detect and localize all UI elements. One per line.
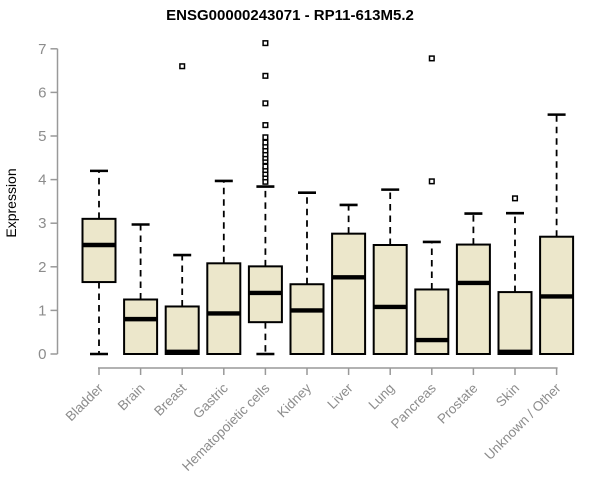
box-skin: [497, 291, 533, 356]
x-tick-label-prostate: Prostate: [434, 381, 480, 427]
x-tick-label-breast: Breast: [151, 380, 189, 418]
y-tick-label-5: 5: [38, 128, 46, 145]
outlier-marker-breast-0: [179, 63, 186, 70]
x-tick-label-gastric: Gastric: [190, 380, 231, 421]
x-tick-label-skin: Skin: [493, 381, 522, 410]
outlier-marker-pancreas-1: [428, 55, 435, 62]
outlier-marker-hematopoietic-cells-11: [262, 134, 269, 141]
outlier-marker-hematopoietic-cells-13: [262, 100, 269, 107]
y-tick-label-1: 1: [38, 302, 46, 319]
box-prostate: [455, 243, 491, 355]
y-tick-label-0: 0: [38, 346, 46, 363]
box-pancreas: [414, 288, 450, 355]
box-lung: [372, 244, 408, 355]
x-tick-label-pancreas: Pancreas: [388, 380, 439, 431]
outlier-marker-hematopoietic-cells-10: [262, 139, 269, 146]
outlier-marker-skin-0: [511, 195, 519, 202]
x-tick-label-liver: Liver: [324, 380, 356, 412]
box-brain: [123, 298, 159, 355]
x-tick-label-bladder: Bladder: [63, 380, 107, 424]
outlier-marker-hematopoietic-cells-4: [262, 163, 269, 170]
box-bladder: [81, 217, 117, 284]
x-tick-label-lung: Lung: [365, 381, 397, 413]
box-breast: [164, 305, 200, 356]
y-tick-label-3: 3: [38, 215, 46, 232]
box-liver: [331, 232, 367, 355]
y-tick-label-2: 2: [38, 259, 46, 276]
x-tick-label-unknown-other: Unknown / Other: [481, 380, 564, 463]
box-kidney: [289, 283, 325, 355]
y-tick-label-6: 6: [38, 84, 46, 101]
y-axis-title: Expression: [3, 168, 19, 237]
y-tick-label-4: 4: [38, 172, 46, 189]
outlier-marker-pancreas-0: [428, 178, 435, 185]
outlier-marker-hematopoietic-cells-12: [262, 122, 269, 129]
y-tick-label-7: 7: [38, 41, 46, 58]
outlier-marker-hematopoietic-cells-14: [262, 72, 269, 79]
outlier-marker-hematopoietic-cells-15: [262, 40, 269, 47]
x-tick-label-kidney: Kidney: [274, 380, 314, 420]
box-gastric: [206, 262, 242, 356]
chart-title: ENSG00000243071 - RP11-613M5.2: [166, 7, 414, 24]
x-tick-label-brain: Brain: [115, 381, 148, 414]
